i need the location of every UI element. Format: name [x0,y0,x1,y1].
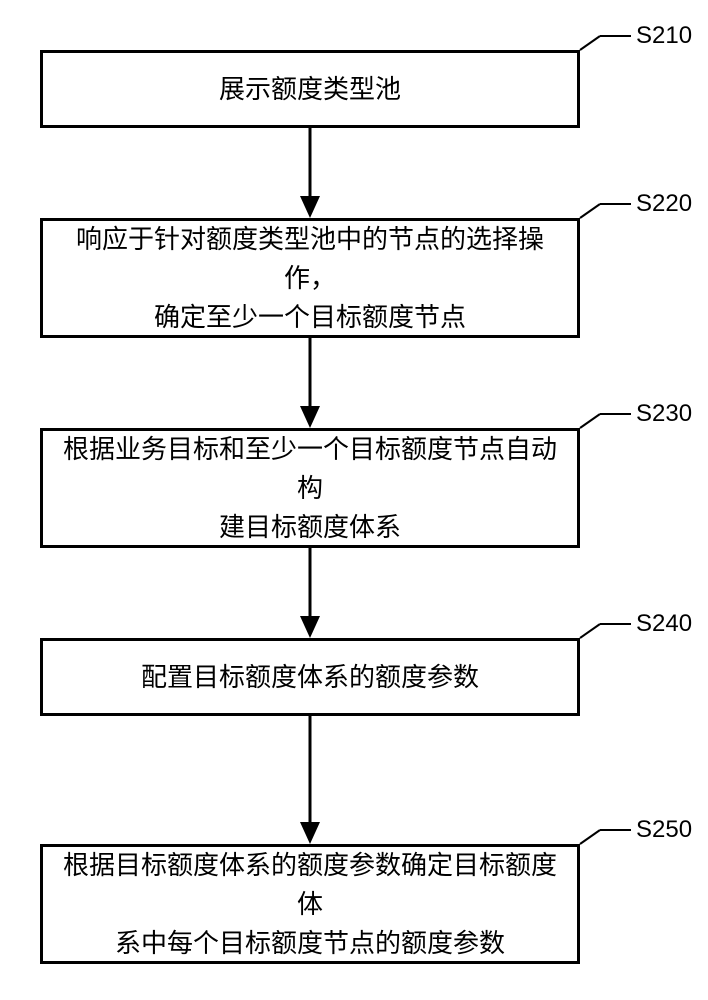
step-label-s250: S250 [636,816,692,844]
leader-line-s250 [0,0,708,1000]
flowchart-canvas: 展示额度类型池 S210 响应于针对额度类型池中的节点的选择操作，确定至少一个目… [0,0,708,1000]
